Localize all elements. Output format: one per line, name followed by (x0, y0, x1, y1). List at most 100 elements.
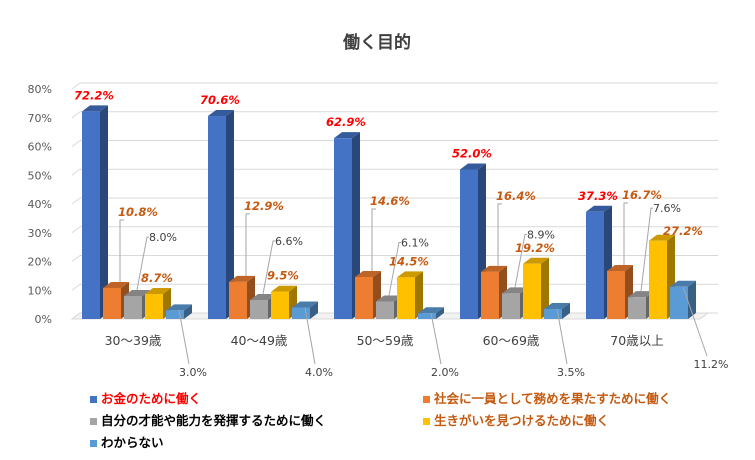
legend-label: 自分の才能や能力を発揮するために働く (101, 413, 327, 428)
legend-swatch (423, 418, 430, 425)
data-label: 8.9% (527, 228, 555, 241)
leader-line (371, 208, 376, 272)
bar-top (586, 205, 612, 212)
bar-front (544, 308, 562, 319)
data-label: 7.6% (653, 202, 681, 215)
data-label: 2.0% (431, 366, 459, 379)
gridline-depth (71, 82, 81, 90)
y-tick-label: 50% (28, 169, 52, 182)
data-label: 8.7% (141, 271, 173, 285)
bar-front (523, 263, 541, 319)
bar-top (376, 295, 402, 302)
bar-front (481, 271, 499, 319)
data-label: 9.5% (267, 269, 299, 283)
bar-side (436, 307, 444, 319)
bar (82, 105, 108, 319)
bar (229, 275, 255, 319)
data-label: 11.2% (694, 358, 729, 371)
data-label: 12.9% (244, 199, 284, 213)
bar-front (166, 310, 184, 319)
data-label: 14.5% (389, 254, 429, 268)
bar-front (145, 293, 163, 319)
legend-item: 自分の才能や能力を発揮するために働く (90, 410, 326, 429)
gridline-depth (71, 168, 81, 176)
data-label: 37.3% (578, 189, 618, 203)
bar (334, 132, 360, 319)
bar-front (376, 301, 394, 319)
legend-swatch (90, 396, 97, 403)
bar-top (166, 304, 192, 311)
bar (544, 302, 570, 319)
leader-line (623, 202, 628, 265)
bar (607, 264, 633, 319)
bar-side (184, 304, 192, 319)
data-label: 8.0% (149, 231, 177, 244)
data-label: 52.0% (452, 147, 492, 161)
x-tick-label: 50～59歳 (357, 333, 414, 348)
bar-front (607, 270, 625, 319)
data-label: 6.6% (275, 235, 303, 248)
bar-top (229, 275, 255, 282)
bar (145, 287, 171, 319)
legend-item: わからない (90, 432, 164, 451)
legend-swatch (423, 396, 430, 403)
leader-line (388, 241, 401, 296)
legend-label: お金のために働く (101, 391, 202, 406)
data-label: 16.4% (496, 189, 536, 203)
gridline-depth (71, 283, 81, 291)
bar-side (310, 301, 318, 319)
leader-line (556, 308, 568, 365)
bar-top (628, 291, 654, 298)
bar-front (208, 116, 226, 320)
leader-line (514, 233, 527, 288)
x-tick-label: 30～39歳 (105, 333, 162, 348)
bar-top (103, 281, 129, 288)
y-tick-label: 80% (28, 83, 52, 96)
bar-side (688, 280, 696, 319)
x-tick-label: 70歳以上 (610, 333, 663, 348)
bar-top (607, 264, 633, 271)
bar (250, 294, 276, 319)
x-tick-label: 60～69歳 (483, 333, 540, 348)
legend-swatch (90, 418, 97, 425)
x-tick-label: 40～49歳 (231, 333, 288, 348)
legend-label: 生きがいを見つけるために働く (434, 413, 610, 428)
data-label: 3.0% (179, 366, 207, 379)
bar-front (334, 138, 352, 319)
bar (271, 285, 297, 319)
bar-top (250, 294, 276, 301)
bar-top (355, 271, 381, 278)
bar (418, 307, 444, 319)
bar-side (541, 257, 549, 319)
bar-top (334, 132, 360, 139)
bar-front (502, 293, 520, 319)
gridline-depth (71, 226, 81, 234)
gridline-depth (71, 111, 81, 119)
data-label: 62.9% (326, 115, 366, 129)
bar-top (82, 105, 108, 112)
bar-top (208, 110, 234, 117)
bar-top (460, 163, 486, 170)
bar-top (271, 285, 297, 292)
legend-item: お金のために働く (90, 388, 201, 407)
bar-front (397, 277, 415, 319)
data-label: 19.2% (515, 241, 555, 255)
chart-title: 働く目的 (342, 32, 411, 53)
leader-line (682, 286, 708, 357)
bar-front (271, 291, 289, 319)
data-label: 72.2% (74, 88, 114, 102)
legend-item: 生きがいを見つけるために働く (423, 410, 609, 429)
leader-line (430, 313, 442, 365)
bar-front (418, 313, 436, 319)
bar-top (670, 280, 696, 287)
leader-line (119, 219, 124, 282)
bar (397, 271, 423, 319)
y-tick-label: 60% (28, 141, 52, 154)
bar-front (103, 287, 121, 319)
bar-side (226, 110, 234, 320)
leader-line (304, 307, 316, 365)
data-label: 27.2% (663, 224, 703, 238)
bar-top (145, 287, 171, 294)
bar-front (250, 300, 268, 319)
